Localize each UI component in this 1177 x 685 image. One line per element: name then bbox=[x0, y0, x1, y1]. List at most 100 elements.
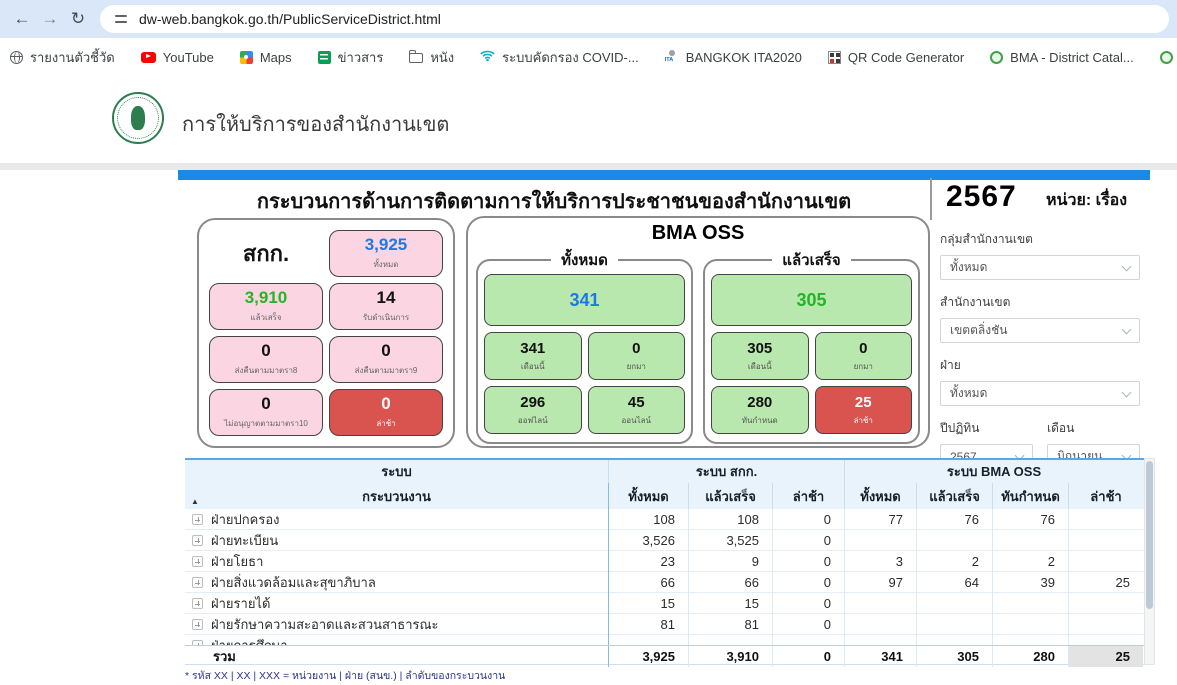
stat-box-returned-s9: 0 ส่งคืนตามมาตรา9 bbox=[329, 336, 443, 383]
stat-label: ยกมา bbox=[853, 361, 873, 371]
district-select[interactable]: เขตตลิ่งชัน bbox=[940, 318, 1140, 343]
column-header[interactable]: แล้วเสร็จ bbox=[916, 483, 992, 509]
district-group-select[interactable]: ทั้งหมด bbox=[940, 255, 1140, 280]
column-header-process[interactable]: ▲ กระบวนงาน bbox=[185, 483, 608, 509]
stat-box-denied-s10: 0 ไม่อนุญาตตามมาตรา10 bbox=[209, 389, 323, 436]
table-cell: 15 bbox=[688, 593, 772, 614]
stat-label: แล้วเสร็จ bbox=[250, 312, 282, 322]
chevron-down-icon bbox=[1121, 387, 1132, 397]
expand-icon[interactable] bbox=[192, 619, 203, 630]
bookmark-dashboard[interactable]: Dashboard ระบบบันที... bbox=[1159, 47, 1177, 68]
table-total-row: รวม 3,925 3,910 0 341 305 280 25 bbox=[185, 645, 1155, 667]
bookmark-news[interactable]: ข่าวสาร bbox=[317, 47, 383, 68]
expand-icon[interactable] bbox=[192, 640, 203, 645]
browser-toolbar: ← → ↻ dw-web.bangkok.go.th/PublicService… bbox=[0, 0, 1177, 38]
stat-value: 0 bbox=[381, 341, 391, 361]
table-cell bbox=[772, 635, 844, 645]
select-value: เขตตลิ่งชัน bbox=[950, 323, 1008, 337]
reload-button[interactable]: ↻ bbox=[70, 9, 86, 28]
table-cell bbox=[608, 635, 688, 645]
column-group-sakk[interactable]: ระบบ สกก. bbox=[608, 460, 844, 483]
back-button[interactable]: ← bbox=[13, 9, 31, 28]
accent-bar bbox=[178, 170, 1150, 180]
scrollbar-thumb[interactable] bbox=[1146, 461, 1153, 609]
table-cell: 97 bbox=[844, 572, 916, 593]
section-select[interactable]: ทั้งหมด bbox=[940, 381, 1140, 406]
bookmark-label: Maps bbox=[259, 49, 292, 65]
bookmark-qr[interactable]: QR Code Generator bbox=[827, 50, 964, 65]
bma-seal-icon bbox=[990, 50, 1004, 64]
stat-value: 0 bbox=[381, 394, 391, 414]
bma-seal-icon bbox=[1159, 50, 1173, 64]
year-value: 2567 bbox=[930, 178, 1017, 220]
total-label: รวม bbox=[213, 649, 236, 664]
stat-value: 3,910 bbox=[244, 288, 288, 308]
expand-icon[interactable] bbox=[192, 556, 203, 567]
divider-strip bbox=[0, 163, 1177, 170]
column-header[interactable]: แล้วเสร็จ bbox=[688, 483, 772, 509]
stat-label: ล่าช้า bbox=[376, 418, 396, 428]
forward-button[interactable]: → bbox=[41, 9, 59, 28]
bookmark-youtube[interactable]: YouTube bbox=[140, 50, 214, 65]
bma-oss-card: BMA OSS ทั้งหมด 341 341 เดือนนี้ 0 ยกมา … bbox=[466, 216, 930, 448]
column-header[interactable]: ล่าช้า bbox=[772, 483, 844, 509]
oss-main-value: 341 bbox=[484, 274, 685, 326]
table-cell: 0 bbox=[772, 530, 844, 551]
bma-logo bbox=[112, 92, 164, 144]
sort-ascending-icon[interactable]: ▲ bbox=[191, 497, 199, 506]
column-group-oss[interactable]: ระบบ BMA OSS bbox=[844, 460, 1143, 483]
bookmark-covid[interactable]: ระบบคัดกรอง COVID-... bbox=[480, 47, 639, 68]
expand-icon[interactable] bbox=[192, 598, 203, 609]
expand-icon[interactable] bbox=[192, 535, 203, 546]
table-scrollbar[interactable] bbox=[1144, 458, 1155, 665]
table-cell: 305 bbox=[916, 646, 992, 667]
filter-label: ฝ่าย bbox=[940, 358, 961, 372]
stat-box-completed: 3,910 แล้วเสร็จ bbox=[209, 283, 323, 330]
url-text[interactable]: dw-web.bangkok.go.th/PublicServiceDistri… bbox=[139, 11, 441, 27]
column-group-system[interactable]: ระบบ bbox=[381, 464, 412, 479]
bookmark-label: BMA - District Catal... bbox=[1010, 49, 1134, 65]
expand-icon[interactable] bbox=[192, 577, 203, 588]
table-row-clipped[interactable]: ฝ่ายการศึกษา bbox=[185, 635, 1155, 645]
column-header[interactable]: ทั้งหมด bbox=[608, 483, 688, 509]
table-cell: 15 bbox=[608, 593, 688, 614]
table-cell: 3,526 bbox=[608, 530, 688, 551]
chevron-down-icon bbox=[1121, 261, 1132, 271]
filter-label: เดือน bbox=[1047, 421, 1075, 435]
bookmark-maps[interactable]: Maps bbox=[239, 49, 292, 65]
table-cell bbox=[844, 530, 916, 551]
stat-value: 341 bbox=[520, 339, 546, 357]
column-header[interactable]: ทั้งหมด bbox=[844, 483, 916, 509]
table-row[interactable]: ฝ่ายทะเบียน 3,526 3,525 0 bbox=[185, 530, 1155, 551]
table-cell bbox=[688, 635, 772, 645]
table-row[interactable]: ฝ่ายรักษาความสะอาดและสวนสาธารณะ 81 81 0 bbox=[185, 614, 1155, 635]
bookmark-bma-catalog[interactable]: BMA - District Catal... bbox=[990, 50, 1134, 65]
bookmark-ita[interactable]: BANGKOK ITA2020 bbox=[665, 50, 802, 65]
select-value: ทั้งหมด bbox=[950, 260, 988, 274]
column-header[interactable]: ล่าช้า bbox=[1068, 483, 1143, 509]
table-cell: 0 bbox=[772, 614, 844, 635]
column-header[interactable]: ทันกำหนด bbox=[992, 483, 1068, 509]
table-row[interactable]: ฝ่ายรายได้ 15 15 0 bbox=[185, 593, 1155, 614]
stat-box-this-month: 305 เดือนนี้ bbox=[711, 332, 809, 380]
bookmark-report[interactable]: รายงานตัวชี้วัด bbox=[10, 47, 115, 68]
table-row[interactable]: ฝ่ายโยธา 23 9 0 3 2 2 bbox=[185, 551, 1155, 572]
column-header-label: กระบวนงาน bbox=[362, 488, 431, 504]
table-cell-highlighted: 25 bbox=[1068, 646, 1143, 667]
address-bar[interactable]: dw-web.bangkok.go.th/PublicServiceDistri… bbox=[100, 5, 1169, 33]
table-row[interactable]: ฝ่ายปกครอง 108 108 0 77 76 76 bbox=[185, 509, 1155, 530]
stat-label: รับดำเนินการ bbox=[362, 312, 410, 322]
bookmark-folder[interactable]: หนัง bbox=[409, 47, 454, 68]
table-cell bbox=[916, 635, 992, 645]
stat-box-late: 0 ล่าช้า bbox=[329, 389, 443, 436]
table-cell bbox=[992, 530, 1068, 551]
site-settings-icon[interactable] bbox=[114, 12, 128, 26]
row-name: ฝ่ายรายได้ bbox=[211, 596, 271, 611]
table-row[interactable]: ฝ่ายสิ่งแวดล้อมและสุขาภิบาล 66 66 0 97 6… bbox=[185, 572, 1155, 593]
table-cell bbox=[844, 593, 916, 614]
table-cell: 108 bbox=[608, 509, 688, 530]
row-name: ฝ่ายรักษาความสะอาดและสวนสาธารณะ bbox=[211, 617, 439, 632]
expand-icon[interactable] bbox=[192, 514, 203, 525]
table-cell: 64 bbox=[916, 572, 992, 593]
stat-box-on-time: 280 ทันกำหนด bbox=[711, 386, 809, 434]
